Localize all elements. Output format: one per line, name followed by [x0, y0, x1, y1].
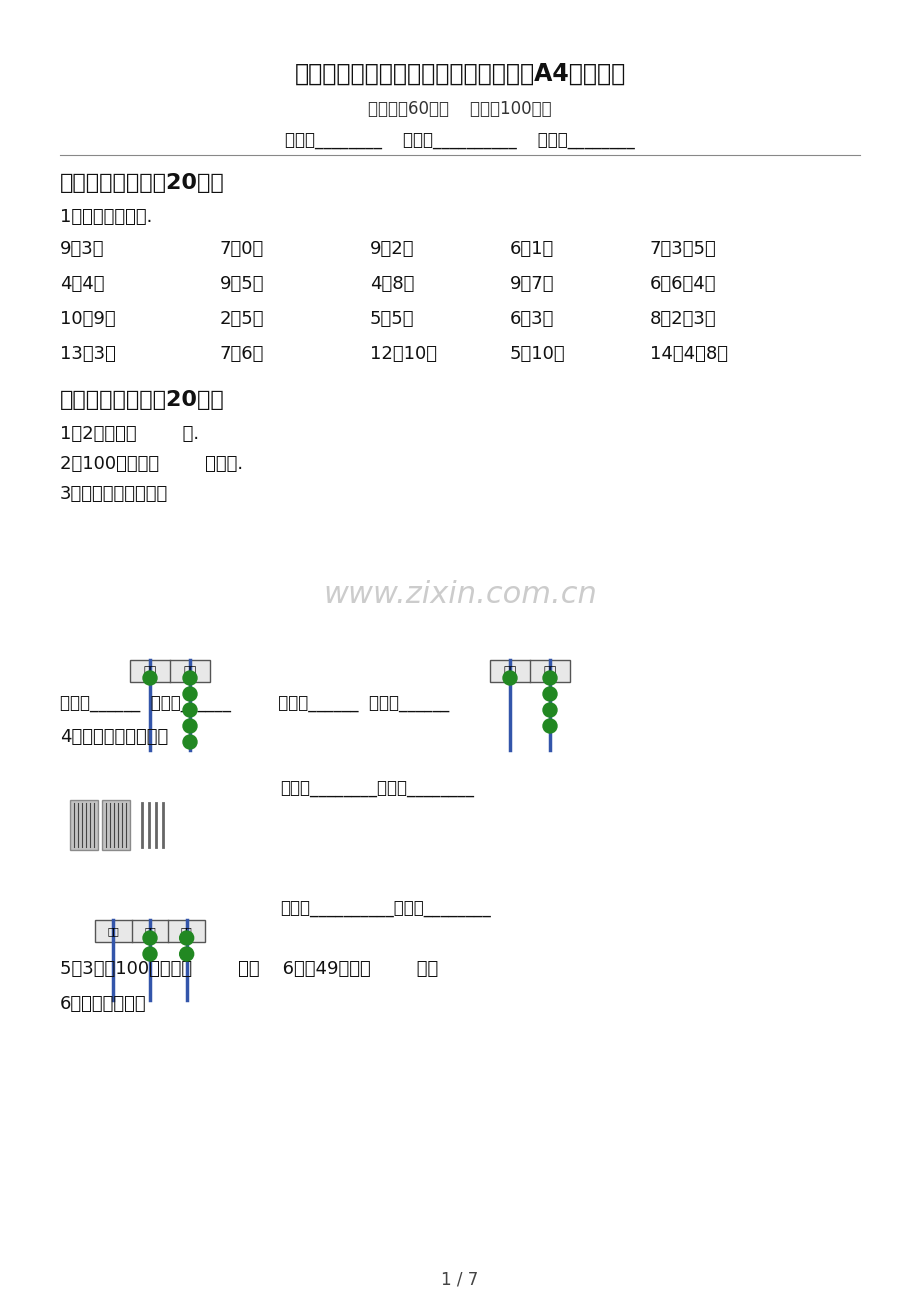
Text: 7＋3＋5＝: 7＋3＋5＝	[650, 240, 716, 258]
Bar	[95, 921, 205, 943]
Text: 13－3＝: 13－3＝	[60, 345, 116, 363]
Text: 读作：__________写作：________: 读作：__________写作：________	[279, 900, 490, 918]
Text: 十位: 十位	[143, 667, 156, 676]
Text: 9－7＝: 9－7＝	[509, 275, 554, 293]
Circle shape	[542, 703, 556, 717]
Circle shape	[183, 687, 197, 700]
Text: 5＋10＝: 5＋10＝	[509, 345, 565, 363]
Text: 6、找规律填数。: 6、找规律填数。	[60, 995, 146, 1013]
Circle shape	[179, 931, 194, 945]
Bar	[70, 799, 98, 850]
Text: 5、3米－100厘米＝（        ）米    6米＋49米＝（        ）米: 5、3米－100厘米＝（ ）米 6米＋49米＝（ ）米	[60, 960, 437, 978]
Bar	[102, 799, 130, 850]
Text: 5－5＝: 5－5＝	[369, 310, 414, 328]
Circle shape	[142, 947, 157, 961]
Text: 14－4＋8＝: 14－4＋8＝	[650, 345, 727, 363]
Circle shape	[542, 687, 556, 700]
Circle shape	[542, 719, 556, 733]
Text: 12－10＝: 12－10＝	[369, 345, 437, 363]
Text: 班级：________    姓名：__________    分数：________: 班级：________ 姓名：__________ 分数：________	[285, 132, 634, 150]
Text: 10－9＝: 10－9＝	[60, 310, 116, 328]
Text: 7－0＝: 7－0＝	[220, 240, 264, 258]
Text: 9－5＝: 9－5＝	[220, 275, 265, 293]
Text: 十位: 十位	[144, 926, 155, 936]
Text: 4＋4＝: 4＋4＝	[60, 275, 105, 293]
Text: 1、直接写出得数.: 1、直接写出得数.	[60, 208, 153, 227]
Circle shape	[503, 671, 516, 685]
Circle shape	[183, 736, 197, 749]
Circle shape	[183, 719, 197, 733]
Text: 2＋5＝: 2＋5＝	[220, 310, 265, 328]
Text: 百位: 百位	[108, 926, 119, 936]
Text: 8－2－3＝: 8－2－3＝	[650, 310, 716, 328]
Text: 9＋3＝: 9＋3＝	[60, 240, 105, 258]
Text: 6＋6－4＝: 6＋6－4＝	[650, 275, 716, 293]
Text: 9－2＝: 9－2＝	[369, 240, 414, 258]
Text: 1 / 7: 1 / 7	[441, 1269, 478, 1288]
Text: 二、填空题。（共20分）: 二、填空题。（共20分）	[60, 391, 224, 410]
Text: 新人教版一年级数学下册期末测试卷（A4打印版）: 新人教版一年级数学下册期末测试卷（A4打印版）	[294, 62, 625, 86]
Circle shape	[183, 703, 197, 717]
Circle shape	[142, 671, 157, 685]
Text: 个位: 个位	[183, 667, 197, 676]
Text: 7＋6＝: 7＋6＝	[220, 345, 264, 363]
Bar	[130, 660, 210, 682]
Text: 2、100里面有（        ）个十.: 2、100里面有（ ）个十.	[60, 454, 243, 473]
Circle shape	[142, 931, 157, 945]
Text: 3、写一写，读一读。: 3、写一写，读一读。	[60, 486, 168, 503]
Text: 十位: 十位	[503, 667, 516, 676]
Text: 个位: 个位	[181, 926, 192, 936]
Text: 写作：______  读作：______         写作：______  读作：______: 写作：______ 读作：______ 写作：______ 读作：______	[60, 695, 448, 713]
Text: 一、计算小能手（20分）: 一、计算小能手（20分）	[60, 173, 224, 193]
Text: 读作：________写作：________: 读作：________写作：________	[279, 780, 473, 798]
Text: 个位: 个位	[543, 667, 556, 676]
Text: www.zixin.com.cn: www.zixin.com.cn	[323, 579, 596, 609]
Circle shape	[179, 947, 194, 961]
Text: （时间：60分钟    分数：100分）: （时间：60分钟 分数：100分）	[368, 100, 551, 118]
Text: 6＋1＝: 6＋1＝	[509, 240, 553, 258]
Text: 1、2个十是（        ）.: 1、2个十是（ ）.	[60, 424, 199, 443]
Text: 6＋3＝: 6＋3＝	[509, 310, 554, 328]
Circle shape	[183, 671, 197, 685]
Text: 4、我会读，我会写。: 4、我会读，我会写。	[60, 728, 168, 746]
Text: 4＋8＝: 4＋8＝	[369, 275, 414, 293]
Circle shape	[542, 671, 556, 685]
Bar	[490, 660, 570, 682]
